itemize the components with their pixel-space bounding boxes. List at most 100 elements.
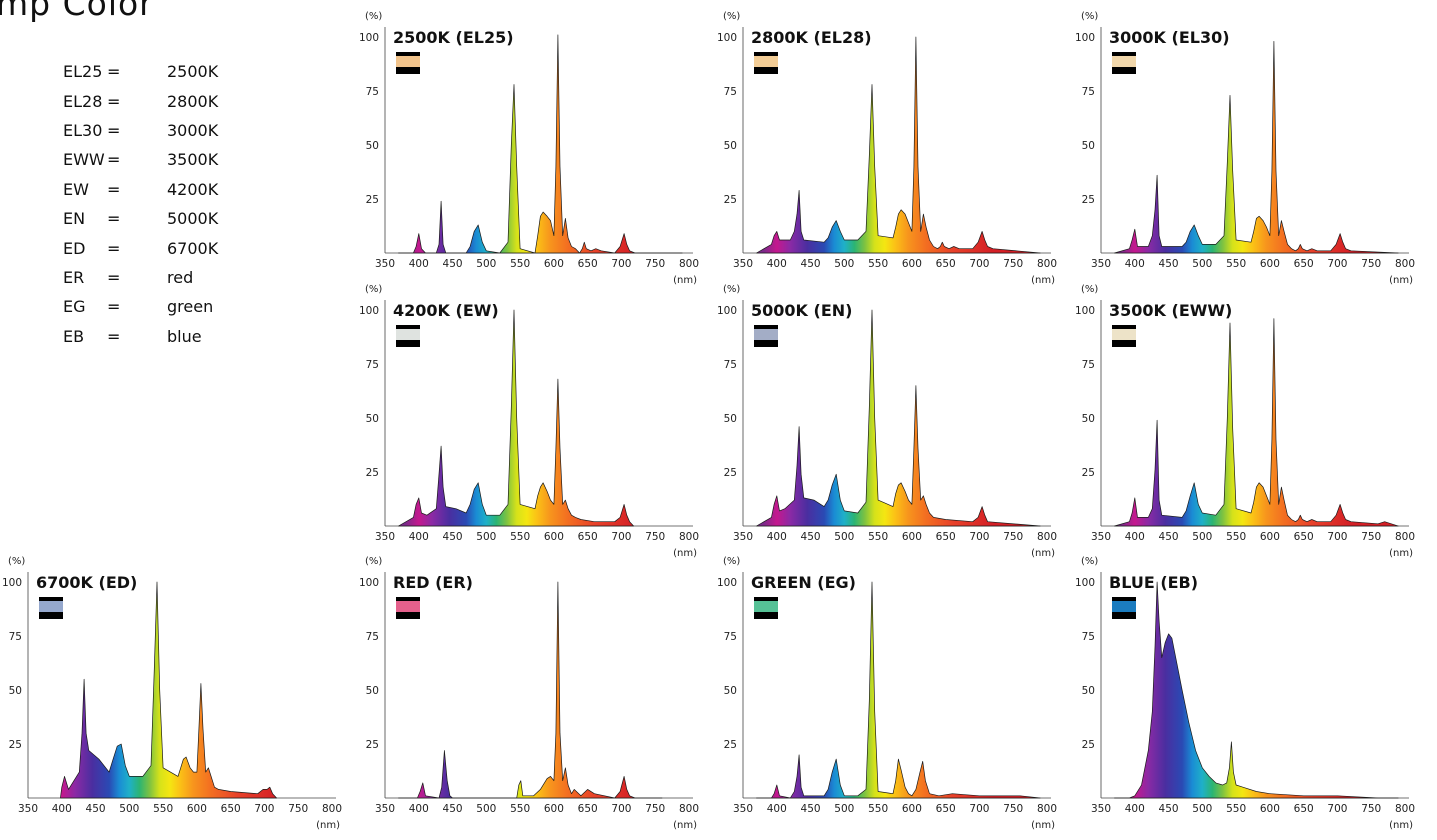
x-tick-label: 500 [476,803,496,815]
x-tick-label: 650 [221,803,241,815]
y-tick-label: 50 [1082,685,1095,697]
legend-row: EG=green [63,292,218,321]
x-tick-label: 650 [578,258,598,270]
lamp-color-swatch [754,597,778,619]
x-tick-label: 500 [119,803,139,815]
x-unit-label: (nm) [316,820,340,831]
x-tick-label: 350 [1091,531,1111,543]
y-tick-label: 75 [724,631,737,643]
x-tick-label: 800 [1395,531,1415,543]
x-tick-label: 450 [86,803,106,815]
x-tick-label: 650 [578,803,598,815]
x-tick-label: 350 [1091,258,1111,270]
legend-row: EB=blue [63,322,218,351]
legend-eq: = [107,209,167,228]
legend-code: EL25 [63,62,107,81]
x-tick-label: 450 [443,258,463,270]
chart-title: 5000K (EN) [751,301,852,320]
legend-value: 5000K [167,209,218,228]
legend-row: ED=6700K [63,233,218,262]
y-unit-label: (%) [1081,11,1098,22]
x-tick-label: 700 [611,803,631,815]
spectrum-area [1115,582,1399,798]
x-tick-label: 700 [611,531,631,543]
legend-row: EL25=2500K [63,57,218,86]
y-tick-label: 75 [1082,631,1095,643]
x-tick-label: 750 [645,531,665,543]
y-tick-label: 100 [1075,577,1095,589]
x-tick-label: 700 [254,803,274,815]
x-tick-label: 700 [969,803,989,815]
legend-code: EL30 [63,121,107,140]
lamp-color-swatch [754,325,778,347]
x-tick-label: 600 [187,803,207,815]
lamp-color-swatch [1112,52,1136,74]
x-tick-label: 500 [1192,531,1212,543]
legend-value: 3000K [167,121,218,140]
legend-eq: = [107,327,167,346]
x-tick-label: 800 [322,803,342,815]
lamp-color-swatch [39,597,63,619]
y-tick-label: 25 [366,739,379,751]
x-tick-label: 500 [834,531,854,543]
chart-title: GREEN (EG) [751,573,856,592]
legend-row: EWW=3500K [63,145,218,174]
x-tick-label: 550 [153,803,173,815]
y-tick-label: 25 [1082,739,1095,751]
x-tick-label: 600 [1260,531,1280,543]
x-tick-label: 750 [645,258,665,270]
y-tick-label: 25 [366,194,379,206]
x-tick-label: 700 [611,258,631,270]
x-tick-label: 600 [902,258,922,270]
legend-row: EW=4200K [63,175,218,204]
x-tick-label: 350 [733,531,753,543]
legend-eq: = [107,180,167,199]
spectrum-area [757,582,1041,798]
x-tick-label: 550 [510,531,530,543]
legend-eq: = [107,268,167,287]
x-tick-label: 600 [1260,258,1280,270]
y-unit-label: (%) [8,556,25,567]
x-tick-label: 750 [1361,803,1381,815]
x-tick-label: 600 [544,531,564,543]
x-tick-label: 750 [288,803,308,815]
x-tick-label: 650 [1294,803,1314,815]
x-tick-label: 550 [1226,803,1246,815]
x-tick-label: 450 [1159,531,1179,543]
y-tick-label: 50 [366,413,379,425]
y-tick-label: 75 [724,86,737,98]
x-tick-label: 800 [679,803,699,815]
x-tick-label: 450 [801,258,821,270]
x-tick-label: 750 [1003,531,1023,543]
chart-title: 2800K (EL28) [751,28,872,47]
x-tick-label: 550 [868,531,888,543]
x-tick-label: 500 [834,258,854,270]
y-tick-label: 50 [724,413,737,425]
x-tick-label: 400 [409,258,429,270]
x-tick-label: 500 [1192,258,1212,270]
spectrum-area [1115,319,1399,526]
chart-title: RED (ER) [393,573,473,592]
y-tick-label: 75 [1082,86,1095,98]
x-tick-label: 650 [936,258,956,270]
y-tick-label: 50 [724,140,737,152]
spectrum-area [60,582,276,798]
x-tick-label: 350 [375,531,395,543]
y-tick-label: 25 [1082,467,1095,479]
x-tick-label: 550 [868,258,888,270]
legend-eq: = [107,239,167,258]
spectrum-area [757,310,1041,526]
x-tick-label: 400 [409,531,429,543]
spectrum-area [1115,41,1399,253]
spectrum-area [757,37,1041,253]
x-tick-label: 400 [1125,258,1145,270]
x-tick-label: 800 [679,258,699,270]
legend-eq: = [107,121,167,140]
x-tick-label: 650 [936,531,956,543]
x-tick-label: 400 [409,803,429,815]
legend-code: EB [63,327,107,346]
y-tick-label: 50 [366,685,379,697]
